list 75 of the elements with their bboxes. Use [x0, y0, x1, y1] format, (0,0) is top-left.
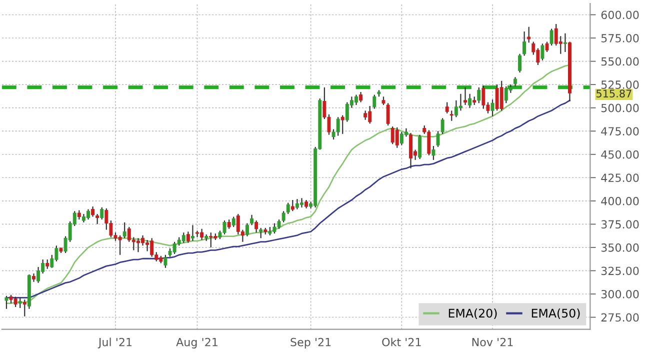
- candlestick: [527, 26, 531, 44]
- candlestick: [513, 76, 517, 87]
- candlestick: [164, 254, 168, 268]
- candlestick: [550, 28, 554, 46]
- y-tick-label: 325.00: [601, 266, 639, 276]
- y-tick-label: 300.00: [601, 290, 639, 298]
- candlestick: [395, 126, 399, 148]
- line-series: [6, 64, 570, 304]
- candlestick: [259, 227, 263, 239]
- candlestick: [359, 91, 363, 103]
- candlestick: [250, 214, 254, 226]
- x-tick-label: Aug '21: [176, 338, 218, 348]
- candlestick: [245, 222, 249, 237]
- candlestick: [340, 114, 344, 134]
- y-tick-label: 600.00: [601, 10, 639, 20]
- candlestick: [36, 266, 40, 284]
- text: 515.87: [596, 90, 632, 98]
- candlestick: [209, 232, 213, 248]
- candlestick: [464, 86, 467, 106]
- y-tick-label: 275.00: [601, 313, 639, 322]
- candlestick: [46, 258, 50, 270]
- legend-label: EMA(50): [532, 308, 580, 320]
- candlestick: [540, 43, 544, 61]
- candlestick: [91, 206, 95, 218]
- candlestick: [440, 118, 444, 134]
- candlestick: [490, 98, 494, 117]
- candlestick: [100, 206, 104, 220]
- y-tick-label: 375.00: [601, 220, 639, 229]
- y-tick-label: 400.00: [601, 196, 639, 206]
- candlestick: [518, 53, 522, 74]
- candlestick: [432, 145, 436, 161]
- candlestick: [286, 202, 290, 214]
- candlestick: [386, 102, 390, 126]
- candlestick: [232, 216, 236, 228]
- candlestick: [436, 130, 440, 148]
- candlestick: [190, 224, 194, 242]
- y-tick-label: 425.00: [601, 174, 639, 182]
- legend-label: EMA(20): [448, 308, 497, 320]
- candlestick: [477, 86, 481, 104]
- candlestick: [482, 84, 486, 110]
- candlestick: [96, 213, 100, 225]
- candlestick: [336, 116, 340, 136]
- candlestick: [522, 30, 526, 56]
- y-tick-label: 525.00: [601, 80, 639, 89]
- candlestick: [77, 210, 81, 220]
- candlestick: [22, 299, 26, 317]
- x-tick-label: Okt '21: [382, 338, 421, 346]
- candlestick: [282, 210, 286, 223]
- candlestick: [186, 231, 190, 244]
- x-tick-label: Nov '21: [472, 338, 513, 346]
- y-tick-label: 450.00: [601, 150, 639, 159]
- y-tick-label: 475.00: [601, 127, 639, 136]
- y-tick-label: 500.00: [601, 104, 639, 112]
- candlestick: [468, 93, 472, 108]
- candlestick: [500, 80, 504, 112]
- candlestick: [418, 134, 422, 160]
- candlestick: [364, 110, 368, 120]
- candlestick: [445, 102, 449, 114]
- x-tick-label: Jul '21: [98, 338, 132, 348]
- candlestick: [290, 199, 294, 212]
- x-tick-label: Sep '21: [290, 338, 331, 348]
- candlestick: [254, 220, 258, 234]
- candlestick: [227, 218, 231, 230]
- candlestick: [122, 222, 126, 239]
- candlestick: [545, 41, 549, 53]
- candlestick: [458, 93, 462, 112]
- candlestick: [4, 295, 8, 310]
- candlestick: [450, 110, 454, 122]
- candlestick: [182, 232, 186, 244]
- y-tick-label: 575.00: [601, 34, 639, 42]
- candlestick: [372, 94, 376, 110]
- y-tick-label: 550.00: [601, 57, 639, 66]
- candlestick: [563, 32, 567, 53]
- candlestick: [18, 297, 22, 309]
- y-tick-label: 350.00: [601, 243, 639, 252]
